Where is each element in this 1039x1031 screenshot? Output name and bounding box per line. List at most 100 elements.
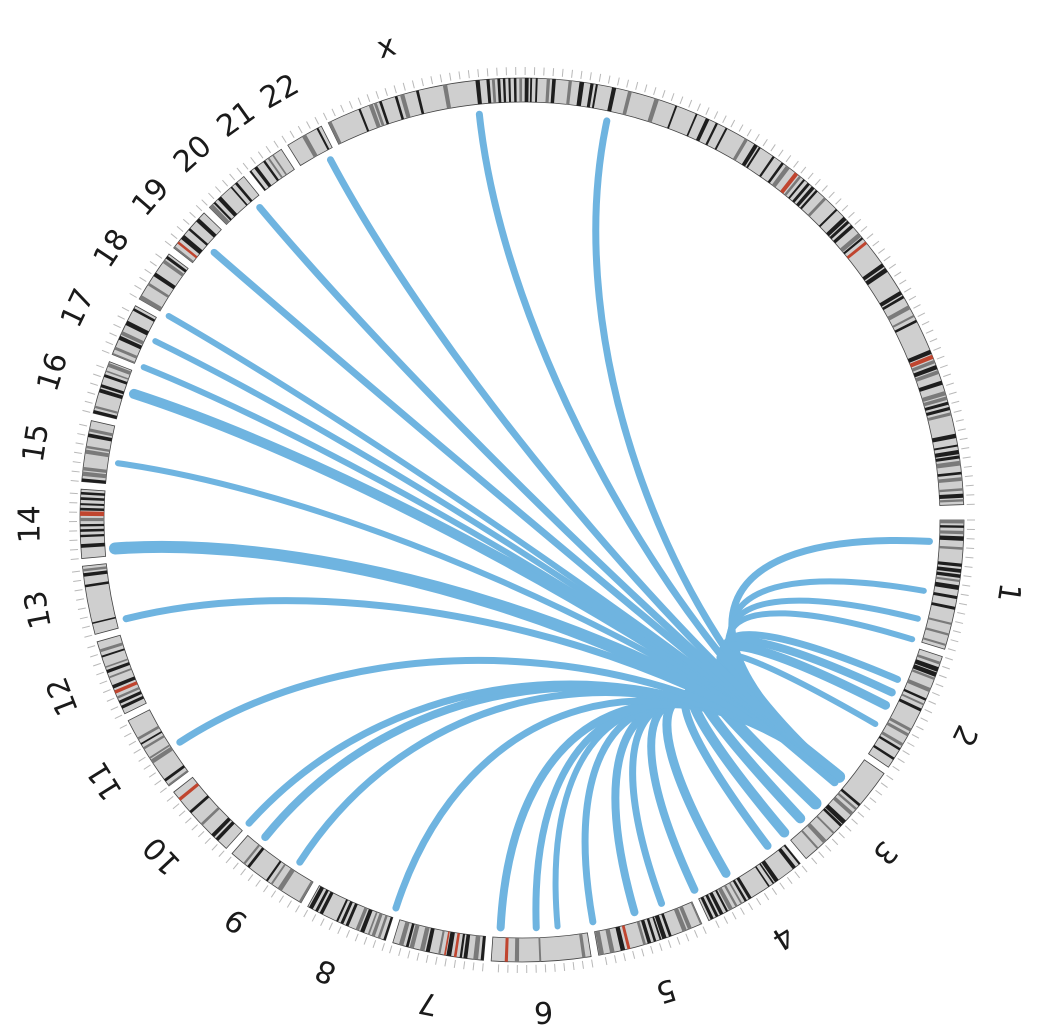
- chromosome-band: [371, 913, 383, 937]
- chromosome-band: [646, 918, 657, 942]
- tick-mark: [79, 616, 88, 620]
- chromosome-band: [937, 471, 962, 477]
- chromosome-band: [901, 693, 925, 706]
- tick-mark: [77, 607, 86, 611]
- tick-mark: [913, 304, 921, 309]
- tick-mark: [591, 959, 594, 968]
- tick-mark: [133, 748, 141, 754]
- tick-mark: [402, 82, 406, 91]
- chromosome-band: [894, 319, 918, 333]
- tick-mark: [740, 907, 745, 915]
- chromosome-band: [178, 782, 200, 801]
- chromosome-band: [328, 121, 342, 145]
- tick-mark: [955, 621, 964, 624]
- chromosome-band: [826, 216, 847, 237]
- tick-mark: [872, 240, 880, 247]
- chromosome-band: [912, 664, 937, 677]
- tick-mark: [482, 963, 484, 972]
- tick-mark: [76, 598, 85, 601]
- tick-mark: [947, 648, 956, 652]
- chromosome-14: [79, 488, 107, 559]
- tick-mark: [653, 87, 657, 96]
- tick-mark: [581, 960, 584, 969]
- chromosome-band: [463, 934, 471, 959]
- chromosome-band: [368, 103, 381, 128]
- tick-mark: [257, 151, 264, 159]
- tick-mark: [946, 382, 954, 386]
- tick-mark: [908, 295, 917, 301]
- chromosome-band: [272, 154, 288, 176]
- tick-mark: [138, 756, 146, 762]
- chromosome-band: [80, 542, 105, 548]
- tick-mark: [322, 112, 328, 121]
- translocation-links: [108, 110, 933, 932]
- chromosome-band: [796, 186, 815, 207]
- tick-mark: [407, 950, 411, 959]
- chromosome-band: [315, 889, 329, 912]
- chromosome-band: [377, 915, 388, 939]
- tick-mark: [953, 409, 962, 413]
- tick-mark: [899, 279, 907, 285]
- tick-mark: [863, 804, 871, 811]
- tick-mark: [811, 857, 818, 865]
- tick-mark: [598, 73, 602, 82]
- tick-mark: [178, 810, 186, 817]
- chromosome-label-11: 11: [80, 755, 130, 806]
- tick-mark: [185, 817, 192, 824]
- tick-mark: [801, 865, 808, 873]
- tick-mark: [149, 261, 157, 267]
- tick-mark: [331, 108, 336, 117]
- tick-mark: [195, 204, 203, 212]
- chromosome-band: [213, 201, 232, 221]
- tick-mark: [389, 945, 393, 954]
- tick-mark: [860, 226, 868, 232]
- chromosome-band: [886, 722, 909, 737]
- chromosome-band: [116, 686, 140, 699]
- tick-mark: [933, 346, 942, 351]
- tick-mark: [215, 186, 222, 193]
- chromosome-band: [728, 882, 743, 905]
- chromosome-band: [114, 346, 138, 359]
- chromosome-band: [345, 903, 358, 927]
- tick-mark: [670, 93, 675, 101]
- chromosome-band: [759, 863, 775, 884]
- chromosome-band: [165, 255, 187, 273]
- tick-mark: [398, 948, 402, 957]
- tick-mark: [314, 116, 320, 125]
- tick-mark: [73, 579, 82, 582]
- chromosome-band: [230, 186, 248, 206]
- tick-mark: [81, 625, 90, 629]
- tick-mark: [463, 961, 466, 970]
- tick-mark: [102, 689, 111, 694]
- tick-mark: [921, 320, 930, 326]
- tick-mark: [552, 68, 555, 77]
- tick-mark: [265, 145, 272, 154]
- tick-mark: [96, 364, 105, 369]
- tick-mark: [449, 72, 452, 81]
- tick-mark: [869, 797, 877, 804]
- chromosome-band: [263, 160, 280, 182]
- tick-mark: [225, 856, 232, 864]
- tick-mark: [430, 76, 434, 85]
- tick-mark: [951, 400, 960, 404]
- chromosome-label-2: 2: [944, 719, 984, 752]
- chromosome-band: [316, 127, 330, 150]
- chromosome-label-3: 3: [865, 834, 904, 872]
- chromosome-band: [806, 822, 827, 844]
- chromosome-label-18: 18: [87, 223, 137, 274]
- chromosome-band: [771, 165, 790, 188]
- chromosome-band: [80, 491, 105, 496]
- tick-mark: [702, 926, 707, 935]
- tick-mark: [289, 130, 295, 139]
- chromosome-band: [142, 735, 165, 750]
- tick-mark: [705, 107, 710, 115]
- chromosome-band: [915, 370, 940, 382]
- tick-mark: [345, 930, 351, 938]
- tick-mark: [800, 166, 807, 174]
- chromosome-9-ideogram: [231, 834, 314, 904]
- chromosome-band: [918, 380, 943, 392]
- chromosome-band: [112, 676, 136, 689]
- tick-mark: [143, 764, 151, 770]
- chromosome-band: [833, 224, 854, 244]
- tick-mark: [411, 80, 415, 89]
